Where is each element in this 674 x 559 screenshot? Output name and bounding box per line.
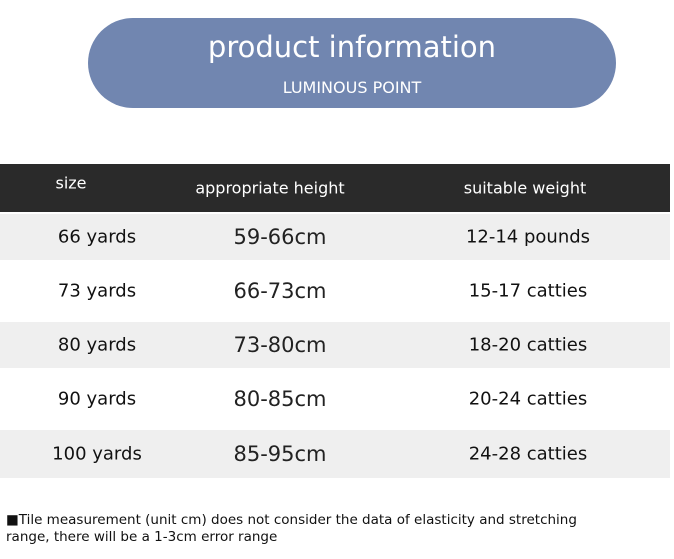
table-cell: 66-73cm xyxy=(233,279,327,303)
table-cell: 85-95cm xyxy=(233,442,327,466)
column-header: size xyxy=(55,173,87,193)
table-header: size appropriate height suitable weight xyxy=(0,164,670,212)
footnote: ■Tile measurement (unit cm) does not con… xyxy=(6,512,577,545)
column-header: suitable weight xyxy=(463,178,587,198)
table-cell: 80-85cm xyxy=(233,387,327,411)
table-cell: 24-28 catties xyxy=(468,443,588,465)
title: product information xyxy=(207,30,497,64)
table-cell: 100 yards xyxy=(52,443,142,465)
subtitle: LUMINOUS POINT xyxy=(282,78,422,97)
table-cell: 59-66cm xyxy=(233,225,327,249)
table-row: 73 yards 66-73cm 15-17 catties xyxy=(0,262,670,320)
table-row: 90 yards 80-85cm 20-24 catties xyxy=(0,370,670,428)
table-cell: 66 yards xyxy=(57,226,137,248)
table-cell: 12-14 pounds xyxy=(465,226,591,248)
table-cell: 20-24 catties xyxy=(468,388,588,410)
table-row: 66 yards 59-66cm 12-14 pounds xyxy=(0,214,670,260)
table-cell: 73 yards xyxy=(57,280,137,302)
header-banner: product information LUMINOUS POINT xyxy=(88,18,616,108)
table-cell: 18-20 catties xyxy=(468,334,588,356)
table-cell: 15-17 catties xyxy=(468,280,588,302)
table-cell: 73-80cm xyxy=(233,333,327,357)
column-header: appropriate height xyxy=(195,178,345,198)
table-row: 80 yards 73-80cm 18-20 catties xyxy=(0,322,670,368)
table-cell: 80 yards xyxy=(57,334,137,356)
table-cell: 90 yards xyxy=(57,388,137,410)
table-row: 100 yards 85-95cm 24-28 catties xyxy=(0,430,670,478)
